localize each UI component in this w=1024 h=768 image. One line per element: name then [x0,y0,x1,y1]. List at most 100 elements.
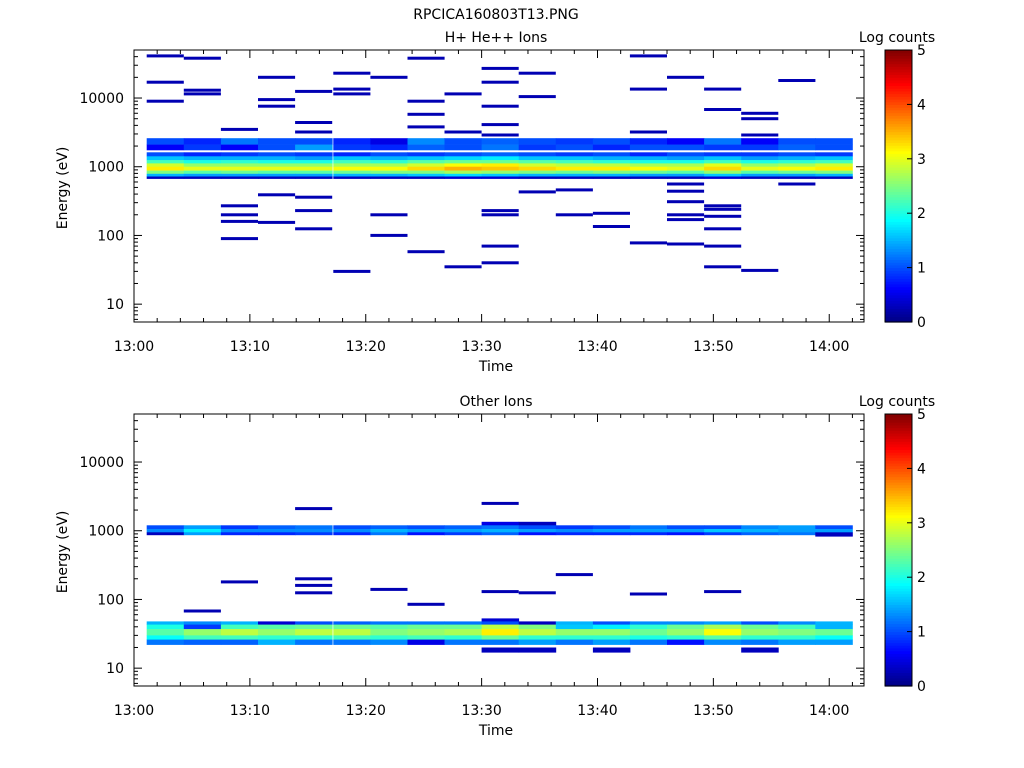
heatmap-cell [220,160,259,164]
colorbar-segment [885,164,912,168]
colorbar-segment [885,449,912,453]
heatmap-cell [370,532,408,536]
heatmap-cell [778,144,816,151]
heatmap-cell [481,624,520,630]
count-streak [778,79,816,82]
heatmap-cell [444,529,482,533]
colorbar-segment [885,289,912,293]
colorbar-segment [885,240,912,244]
colorbar-segment [885,609,912,614]
heatmap-cell [370,160,408,164]
count-streak [295,507,333,511]
heatmap-cell [704,635,742,640]
heatmap-cell [518,521,557,526]
colorbar-segment [885,319,912,323]
count-streak [183,88,221,92]
heatmap-cell [518,166,557,171]
heatmap-cell [667,138,705,145]
colorbar-segment [885,669,912,673]
colorbar-segment [885,462,912,467]
heatmap-cell [370,152,408,157]
heatmap-cell [481,152,520,157]
heatmap-cell [741,621,779,625]
heatmap-cell [220,152,259,157]
heatmap-cell [333,160,371,164]
colorbar-segment [885,593,912,597]
x-tick-label: 13:10 [230,703,270,719]
colorbar-segment [885,664,912,668]
count-streak [295,227,333,231]
heatmap-cell [778,138,816,145]
count-streak [370,233,408,237]
heatmap-cell [333,525,371,530]
heatmap-cell [815,621,853,625]
colorbar-segment [885,90,912,95]
count-streak [370,213,408,217]
heatmap-cell [741,166,779,171]
panel-2-colorbar-label: Log counts [859,394,935,410]
count-streak [481,213,519,217]
count-streak [333,269,371,273]
heatmap-cell [258,621,296,625]
colorbar-segment [885,202,912,206]
colorbar-segment [885,294,912,299]
heatmap-cell [704,173,742,177]
panel-1-colorbar: 0 1 2 3 4 5 [884,43,926,331]
heatmap-cell [146,173,185,177]
heatmap-cell [667,160,705,164]
colorbar-segment [885,498,912,502]
heatmap-cell [258,170,296,175]
heatmap-cell [481,635,520,640]
count-streak [444,92,482,96]
heatmap-cell [815,160,853,164]
panel-2-ylabel: Energy (eV) [55,511,71,594]
panel-1-colorbar-label: Log counts [859,30,935,46]
heatmap-cell [481,170,520,175]
heatmap-cell [146,176,185,179]
colorbar-segment [885,558,912,562]
heatmap-cell [481,138,520,145]
colorbar-segment [885,251,912,255]
heatmap-cell [518,621,557,625]
colorbar-segment [885,153,912,157]
y-tick-label: 10 [106,297,124,313]
heatmap-cell [815,629,853,636]
heatmap-cell [778,635,816,640]
heatmap-cell [220,170,259,175]
x-tick-label: 13:10 [230,339,270,355]
colorbar-segment [885,503,912,508]
heatmap-cell [741,532,779,536]
heatmap-cell [220,138,259,145]
heatmap-cell [220,525,259,530]
count-streak [555,188,593,192]
colorbar-segment [885,142,912,146]
heatmap-cell [220,173,259,177]
count-streak [407,112,445,116]
heatmap-cell [183,173,222,177]
heatmap-cell [704,629,742,636]
count-streak [258,220,296,224]
heatmap-cell [370,525,408,530]
heatmap-cell [370,629,408,636]
heatmap-cell [295,138,333,145]
heatmap-cell [407,156,445,161]
colorbar-segment [885,645,912,649]
colorbar-segment [885,612,912,616]
count-streak [295,89,333,93]
heatmap-cell [183,621,222,625]
heatmap-cell [444,138,482,145]
count-streak [481,261,519,265]
colorbar-segment [885,666,912,671]
panel-h-he-ions: H+ He++ Ions Log counts Time Energy (eV)… [55,30,935,375]
colorbar-segment [885,66,912,70]
colorbar-segment [885,416,912,421]
heatmap-cell [295,144,333,151]
colorbar-segment [885,302,912,307]
colorbar-segment [885,454,912,459]
heatmap-cell [592,532,631,536]
heatmap-cell [220,532,259,536]
heatmap-cell [629,624,668,630]
colorbar-segment [885,653,912,657]
colorbar-segment [885,577,912,581]
count-streak [518,71,556,75]
